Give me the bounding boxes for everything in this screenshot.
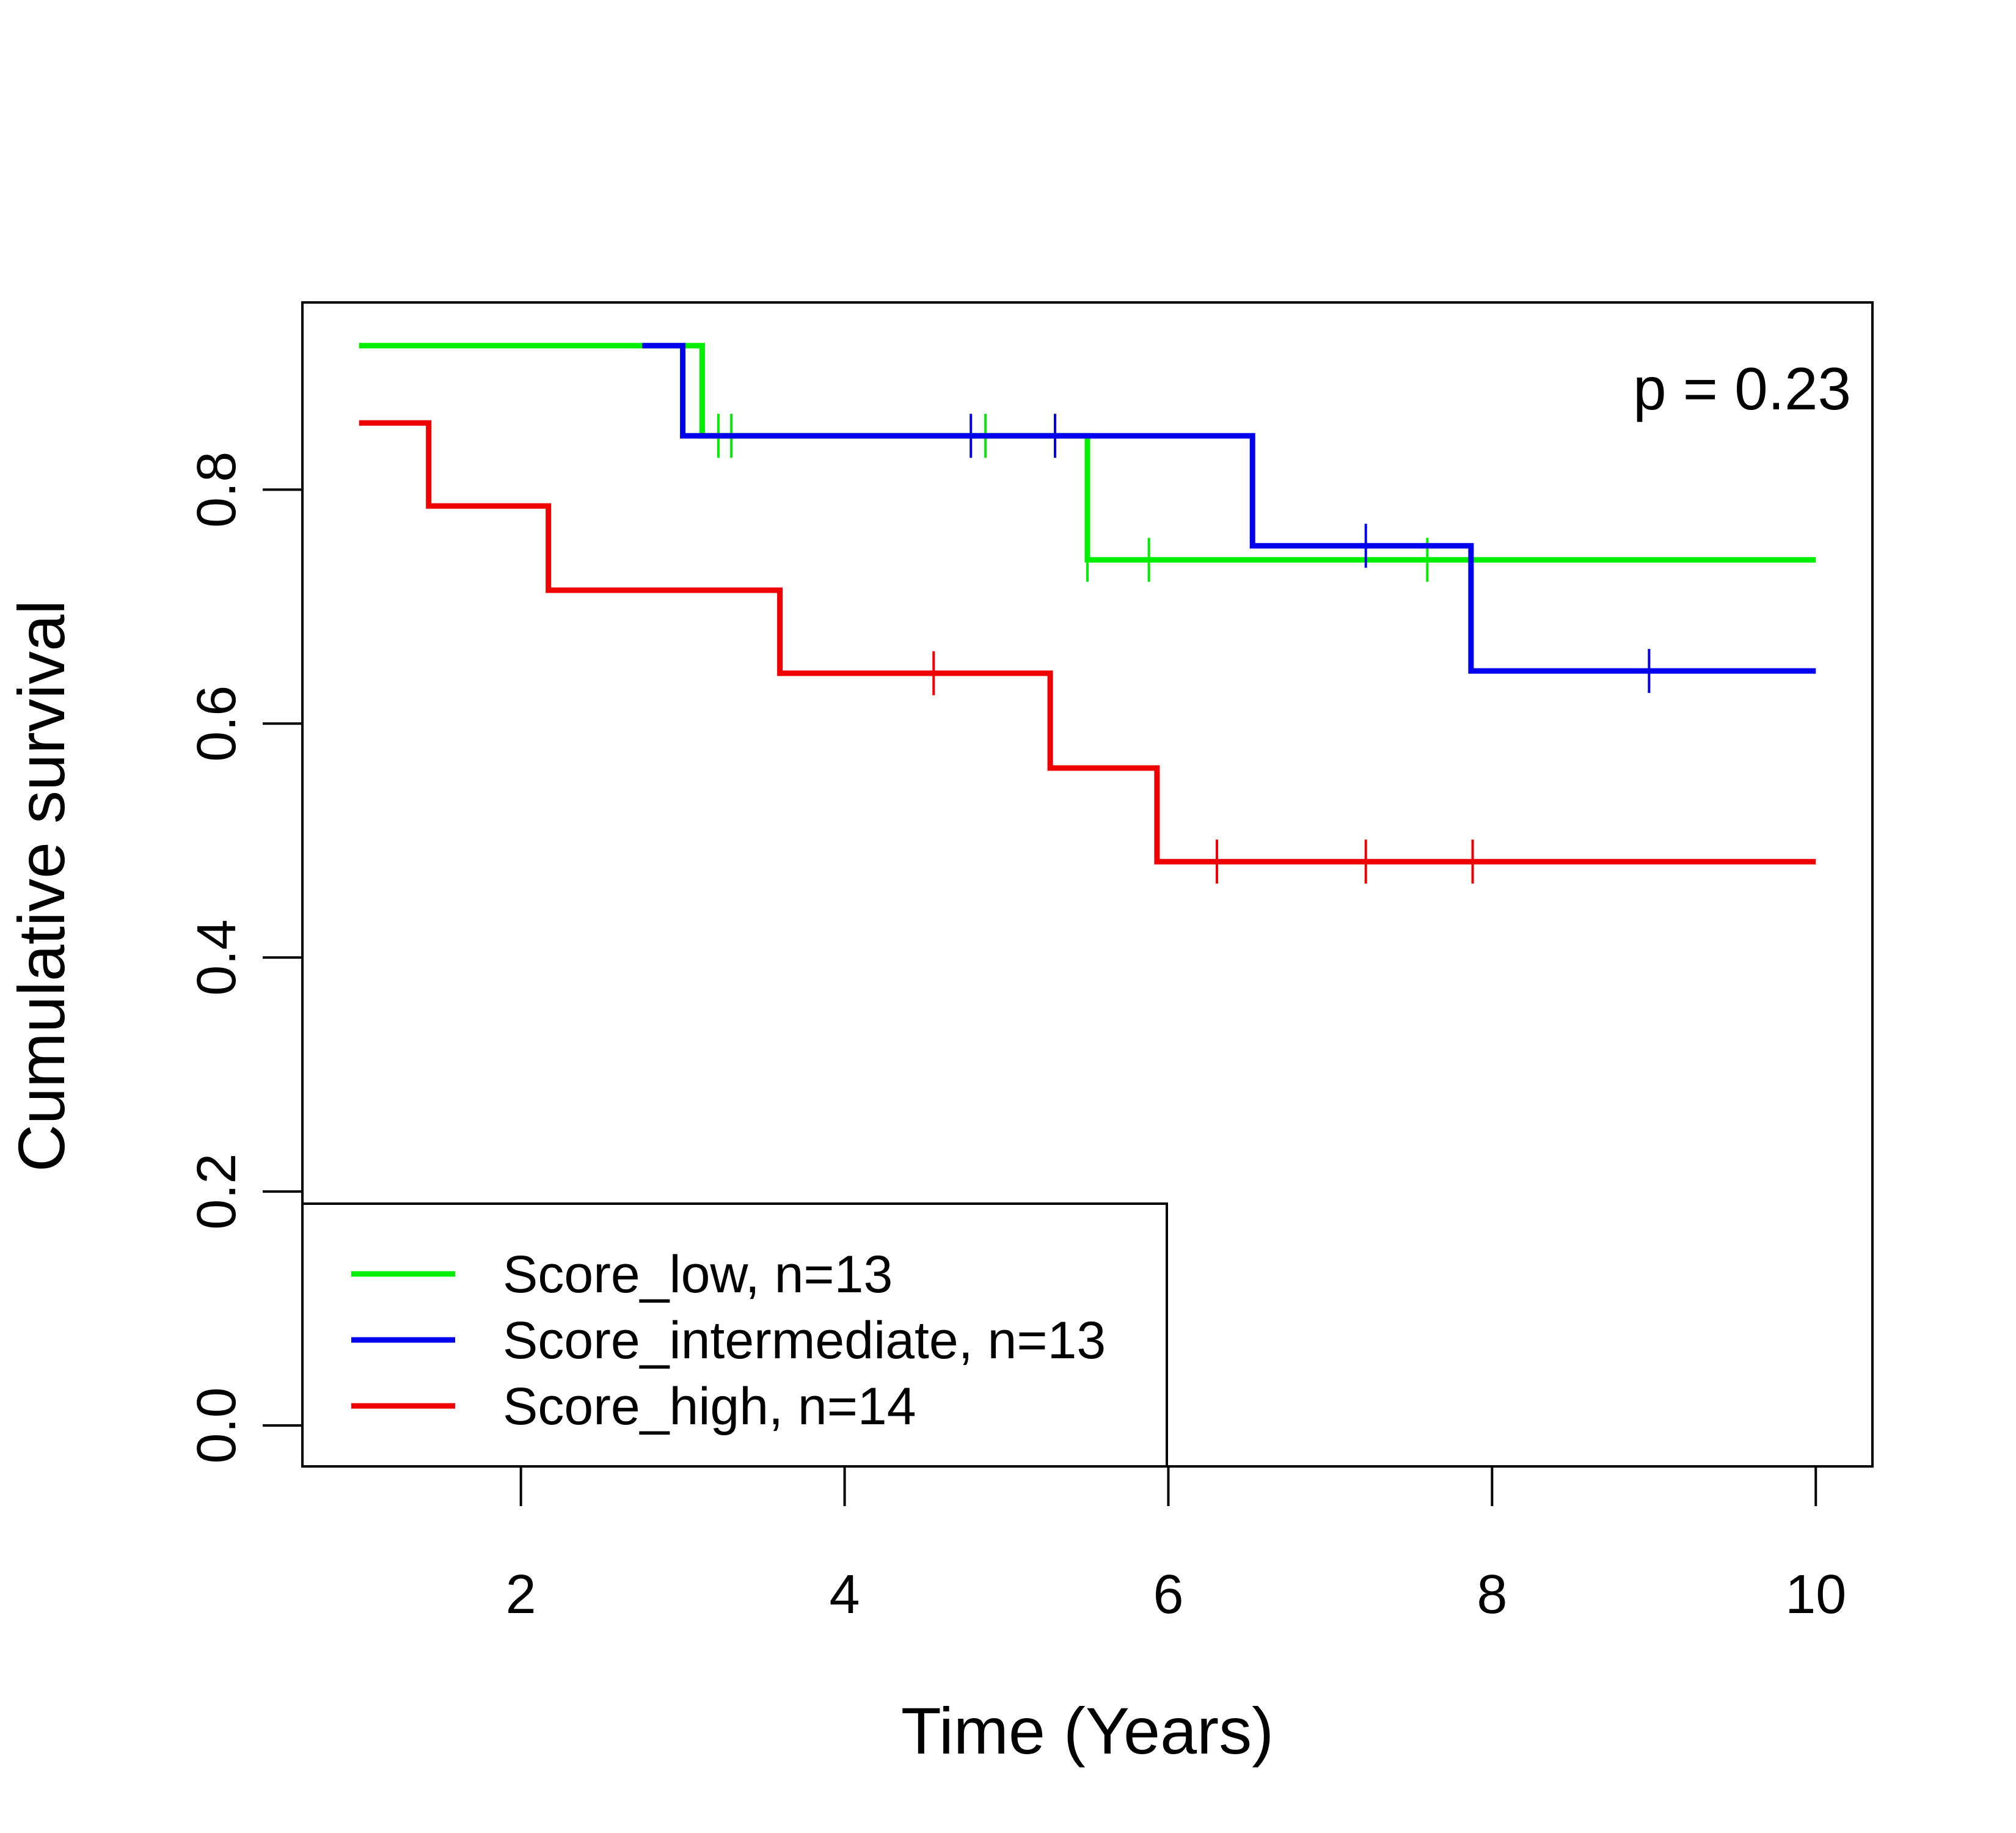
x-tick-label: 6 — [1153, 1564, 1183, 1625]
series-layer — [359, 343, 1816, 884]
x-tick-label: 10 — [1785, 1564, 1846, 1625]
y-tick-label: 0.2 — [186, 1154, 247, 1230]
y-tick-label: 0.0 — [186, 1387, 247, 1463]
legend: Score_low, n=13 Score_intermediate, n=13 S… — [301, 1202, 1168, 1468]
series-line-1 — [642, 343, 1816, 674]
p-value-annotation: p = 0.23 — [1633, 355, 1851, 422]
x-tick-label: 4 — [830, 1564, 860, 1625]
plot-frame — [301, 301, 1874, 1468]
y-tick-label: 0.6 — [186, 686, 247, 762]
x-axis-label: Time (Years) — [901, 1694, 1274, 1768]
y-tick-label: 0.8 — [186, 452, 247, 528]
legend-items: Score_low, n=13 Score_intermediate, n=13 S… — [351, 1245, 1106, 1436]
x-tick-label: 2 — [506, 1564, 536, 1625]
legend-label-2: Score_high, n=14 — [503, 1377, 916, 1436]
y-axis-label: Cumulative survival — [4, 600, 78, 1172]
legend-label-1: Score_intermediate, n=13 — [503, 1311, 1106, 1370]
axis-layer: 2 4 6 8 10 0.0 0.2 0.4 0.6 0.8 — [186, 452, 1846, 1625]
series-line-2 — [359, 420, 1816, 865]
legend-label-0: Score_low, n=13 — [503, 1245, 893, 1304]
x-tick-label: 8 — [1477, 1564, 1507, 1625]
y-tick-label: 0.4 — [186, 920, 247, 996]
legend-box — [301, 1202, 1168, 1468]
